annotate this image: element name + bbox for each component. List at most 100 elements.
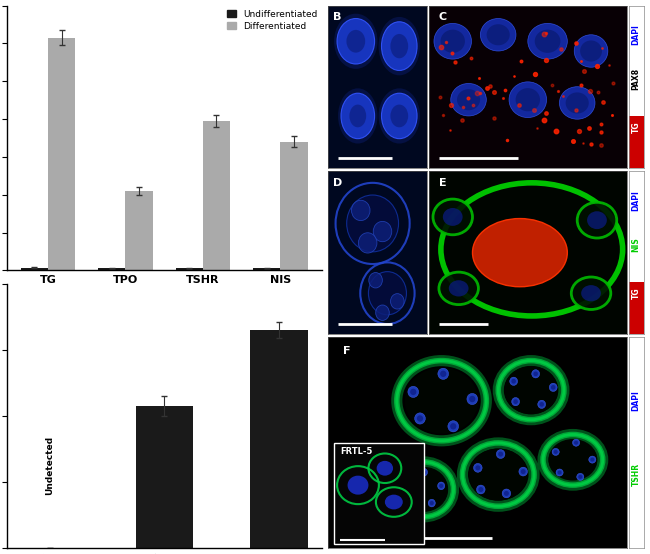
Ellipse shape — [346, 195, 398, 252]
Ellipse shape — [376, 461, 393, 476]
Ellipse shape — [438, 368, 448, 379]
Ellipse shape — [358, 233, 377, 253]
Text: F: F — [343, 346, 350, 356]
Ellipse shape — [382, 93, 417, 138]
Ellipse shape — [487, 24, 510, 45]
Ellipse shape — [450, 84, 486, 116]
Ellipse shape — [348, 476, 369, 495]
Ellipse shape — [528, 23, 567, 59]
Text: DAPI: DAPI — [632, 390, 641, 411]
Ellipse shape — [399, 467, 448, 512]
Ellipse shape — [385, 495, 403, 510]
Ellipse shape — [415, 413, 425, 424]
Bar — [125, 191, 153, 270]
Ellipse shape — [538, 400, 545, 408]
Ellipse shape — [552, 448, 559, 455]
Text: E: E — [439, 178, 447, 188]
Ellipse shape — [521, 469, 526, 474]
Ellipse shape — [580, 40, 602, 61]
Text: FRTL-5: FRTL-5 — [340, 447, 372, 456]
Ellipse shape — [406, 495, 413, 502]
Bar — [629, 282, 644, 334]
Text: Undetected: Undetected — [45, 437, 54, 495]
Ellipse shape — [369, 271, 406, 315]
Ellipse shape — [433, 199, 473, 235]
Ellipse shape — [504, 366, 558, 414]
Ellipse shape — [512, 379, 516, 383]
Text: DAPI: DAPI — [632, 24, 641, 45]
Ellipse shape — [450, 423, 456, 429]
Bar — [250, 330, 307, 548]
Ellipse shape — [430, 501, 434, 505]
Ellipse shape — [338, 88, 378, 143]
Ellipse shape — [402, 478, 410, 486]
Text: NIS: NIS — [632, 237, 641, 252]
Ellipse shape — [480, 18, 516, 51]
Bar — [21, 268, 48, 270]
Ellipse shape — [504, 491, 509, 496]
Bar — [629, 116, 644, 168]
Ellipse shape — [519, 467, 528, 476]
Ellipse shape — [440, 371, 447, 377]
Ellipse shape — [382, 22, 417, 70]
Ellipse shape — [410, 389, 417, 395]
Bar — [48, 38, 75, 270]
Ellipse shape — [587, 211, 607, 229]
Ellipse shape — [554, 450, 558, 454]
Ellipse shape — [581, 285, 601, 301]
Ellipse shape — [498, 452, 503, 456]
Ellipse shape — [590, 458, 594, 461]
Ellipse shape — [405, 368, 478, 434]
Ellipse shape — [417, 416, 423, 422]
Ellipse shape — [341, 93, 374, 138]
Text: D: D — [333, 178, 343, 188]
Ellipse shape — [422, 470, 426, 474]
Ellipse shape — [502, 489, 511, 498]
Ellipse shape — [421, 468, 428, 476]
Ellipse shape — [510, 377, 517, 386]
Legend: Undifferentiated, Differentiated: Undifferentiated, Differentiated — [227, 10, 317, 31]
Ellipse shape — [437, 482, 445, 490]
Ellipse shape — [337, 18, 374, 64]
Text: DAPI: DAPI — [632, 190, 641, 211]
Ellipse shape — [441, 30, 465, 53]
Ellipse shape — [473, 218, 567, 287]
Ellipse shape — [475, 465, 480, 470]
Ellipse shape — [534, 372, 538, 376]
Ellipse shape — [540, 402, 544, 407]
Ellipse shape — [391, 105, 408, 127]
Ellipse shape — [514, 399, 518, 404]
Ellipse shape — [532, 370, 539, 378]
Ellipse shape — [558, 470, 562, 475]
Ellipse shape — [443, 208, 463, 226]
Ellipse shape — [334, 14, 378, 69]
Bar — [176, 269, 203, 270]
Ellipse shape — [556, 469, 563, 476]
Ellipse shape — [376, 305, 389, 320]
Ellipse shape — [352, 201, 370, 220]
Ellipse shape — [551, 385, 556, 389]
Ellipse shape — [434, 23, 471, 59]
Ellipse shape — [428, 499, 436, 507]
Ellipse shape — [566, 93, 589, 114]
Ellipse shape — [577, 473, 584, 480]
Text: C: C — [439, 12, 447, 22]
Ellipse shape — [478, 487, 484, 492]
Bar — [280, 142, 307, 270]
Ellipse shape — [549, 439, 597, 480]
Ellipse shape — [497, 450, 505, 459]
Ellipse shape — [515, 88, 540, 111]
Bar — [98, 269, 125, 270]
Ellipse shape — [469, 396, 475, 402]
Ellipse shape — [549, 383, 557, 392]
Ellipse shape — [439, 484, 443, 488]
Ellipse shape — [378, 17, 420, 75]
Ellipse shape — [448, 280, 469, 296]
Ellipse shape — [408, 386, 419, 398]
Text: TSHR: TSHR — [632, 463, 641, 486]
Ellipse shape — [509, 82, 547, 117]
Bar — [203, 121, 230, 270]
Ellipse shape — [571, 277, 611, 310]
Ellipse shape — [573, 439, 580, 447]
Ellipse shape — [391, 34, 408, 58]
